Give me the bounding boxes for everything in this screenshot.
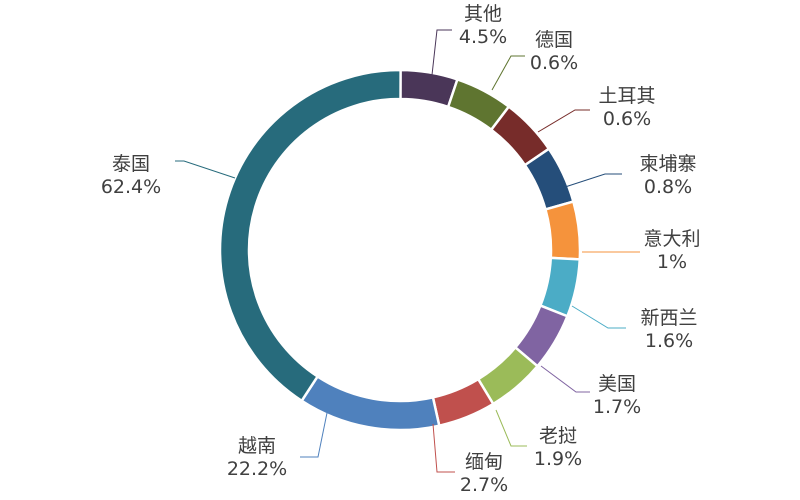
leader-line-10 [175,160,236,179]
leader-line-7 [495,409,527,447]
slice-labels: 其他4.5% 德国0.6%土耳其0.6%柬埔寨0.8%意大利1%新西兰1.6%美国… [101,3,701,496]
slice-value-label: 22.2% [227,458,287,480]
leader-line-1 [491,55,525,91]
slice-category-label: 老挝 [539,425,577,447]
leader-line-0 [430,29,452,85]
leader-line-5 [571,305,626,329]
slice-category-label: 意大利 [643,228,700,250]
slice-value-label: 62.4% [101,176,161,198]
slice-category-label: 缅甸 [465,451,503,473]
slice-category-label: 其他 [464,3,502,25]
slice-category-label: 柬埔寨 [639,153,696,175]
leader-line-9 [300,407,329,458]
slice-value-label: 4.5% [459,26,507,48]
slice-category-label: 土耳其 [598,85,655,107]
slice-value-label: 1.7% [593,396,641,418]
slice-value-label: 0.6% [530,52,578,74]
leader-line-6 [540,365,590,393]
donut-slice-9 [300,375,441,432]
slice-category-label: 德国 [535,29,573,51]
leader-line-8 [432,423,455,473]
slice-category-label: 新西兰 [640,307,697,329]
leader-line-2 [537,109,590,133]
leader-line-3 [561,173,622,189]
slice-value-label: 1% [657,251,687,273]
leader-lines [175,29,640,473]
slice-category-label: 越南 [238,435,276,457]
donut-slice-4 [544,200,582,261]
donut-ring [218,68,582,432]
slice-value-label: 1.9% [534,448,582,470]
slice-value-label: 2.7% [460,474,508,496]
donut-slice-10 [218,68,402,403]
slice-value-label: 0.8% [644,176,692,198]
slice-category-label: 美国 [598,373,636,395]
slice-value-label: 1.6% [645,330,693,352]
slice-category-label: 泰国 [112,153,150,175]
slice-value-label: 0.6% [603,108,651,130]
